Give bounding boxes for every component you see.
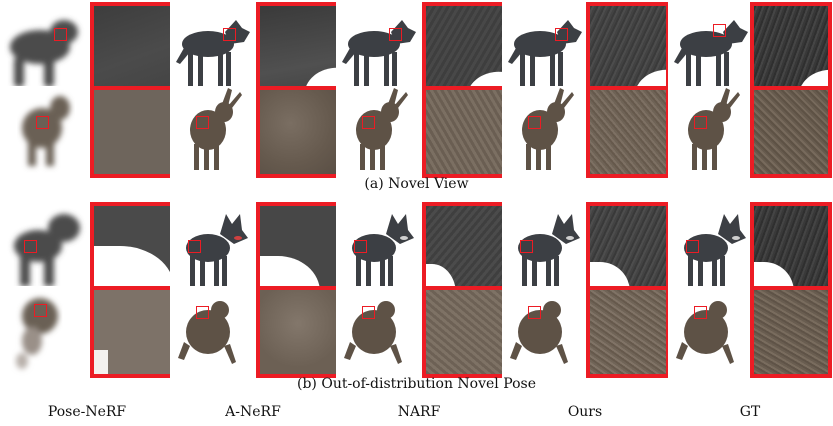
- zoom-region-marker: [528, 306, 541, 319]
- render-pose-nerf-rabbit: [4, 86, 88, 178]
- zoom-region-marker: [188, 240, 201, 253]
- render-ours-wolf: [502, 2, 586, 94]
- zoom-a-nerf-wolf: [256, 2, 340, 94]
- zoom-a-nerf-rabbit: [256, 86, 340, 178]
- zoom-region-marker: [196, 116, 209, 129]
- zoom-narf-wolf: [422, 2, 506, 94]
- zoom-narf-rabbit-pose: [422, 286, 506, 378]
- row-wolf-novel-pose: [0, 202, 833, 294]
- zoom-region-marker: [24, 240, 37, 253]
- panel-novel-view: (a) Novel View: [0, 0, 833, 200]
- zoom-region-marker: [694, 116, 707, 129]
- render-a-nerf-rabbit: [170, 86, 254, 178]
- row-wolf-novel-view: [0, 2, 833, 94]
- zoom-narf-rabbit: [422, 86, 506, 178]
- zoom-a-nerf-rabbit-pose: [256, 286, 340, 378]
- zoom-gt-rabbit-pose: [750, 286, 832, 378]
- panel-novel-pose: (b) Out-of-distribution Novel Pose: [0, 200, 833, 400]
- render-a-nerf-wolf: [170, 2, 254, 94]
- zoom-gt-wolf: [750, 2, 832, 94]
- render-narf-wolf-pose: [336, 202, 420, 294]
- render-gt-wolf: [668, 2, 752, 94]
- caption-novel-pose: (b) Out-of-distribution Novel Pose: [297, 376, 536, 392]
- zoom-region-marker: [694, 306, 707, 319]
- method-labels: Pose-NeRF A-NeRF NARF Ours GT: [0, 404, 833, 426]
- zoom-region-marker: [528, 116, 541, 129]
- zoom-ours-rabbit-pose: [586, 286, 670, 378]
- render-ours-rabbit-pose: [502, 286, 586, 378]
- render-gt-rabbit-pose: [668, 286, 752, 378]
- zoom-region-marker: [54, 28, 67, 41]
- method-label-ours: Ours: [567, 404, 603, 420]
- row-rabbit-novel-pose: [0, 286, 833, 378]
- zoom-region-marker: [34, 304, 47, 317]
- zoom-gt-rabbit: [750, 86, 832, 178]
- zoom-gt-wolf-pose: [750, 202, 832, 294]
- render-narf-rabbit: [336, 86, 420, 178]
- row-rabbit-novel-view: [0, 86, 833, 178]
- render-pose-nerf-rabbit-pose: [4, 286, 88, 378]
- method-label-gt: GT: [739, 404, 761, 420]
- method-label-a-nerf: A-NeRF: [225, 404, 281, 420]
- zoom-pose-nerf-rabbit-pose: [90, 286, 174, 378]
- method-label-pose-nerf: Pose-NeRF: [47, 404, 127, 420]
- zoom-region-marker: [389, 28, 402, 41]
- zoom-region-marker: [196, 306, 209, 319]
- zoom-ours-rabbit: [586, 86, 670, 178]
- render-gt-rabbit: [668, 86, 752, 178]
- method-label-narf: NARF: [397, 404, 441, 420]
- zoom-region-marker: [362, 306, 375, 319]
- zoom-region-marker: [520, 240, 533, 253]
- zoom-narf-wolf-pose: [422, 202, 506, 294]
- render-narf-rabbit-pose: [336, 286, 420, 378]
- render-gt-wolf-pose: [668, 202, 752, 294]
- zoom-a-nerf-wolf-pose: [256, 202, 340, 294]
- zoom-region-marker: [362, 116, 375, 129]
- zoom-ours-wolf-pose: [586, 202, 670, 294]
- render-narf-wolf: [336, 2, 420, 94]
- render-pose-nerf-wolf: [4, 2, 88, 94]
- render-a-nerf-rabbit-pose: [170, 286, 254, 378]
- zoom-pose-nerf-rabbit: [90, 86, 174, 178]
- zoom-region-marker: [354, 240, 367, 253]
- zoom-region-marker: [686, 240, 699, 253]
- caption-novel-view: (a) Novel View: [364, 176, 469, 192]
- render-pose-nerf-wolf-pose: [4, 202, 88, 294]
- render-a-nerf-wolf-pose: [170, 202, 254, 294]
- zoom-region-marker: [713, 24, 726, 37]
- zoom-ours-wolf: [586, 2, 670, 94]
- zoom-region-marker: [223, 28, 236, 41]
- zoom-region-marker: [555, 28, 568, 41]
- zoom-region-marker: [36, 116, 49, 129]
- zoom-pose-nerf-wolf: [90, 2, 174, 94]
- zoom-pose-nerf-wolf-pose: [90, 202, 174, 294]
- render-ours-wolf-pose: [502, 202, 586, 294]
- render-ours-rabbit: [502, 86, 586, 178]
